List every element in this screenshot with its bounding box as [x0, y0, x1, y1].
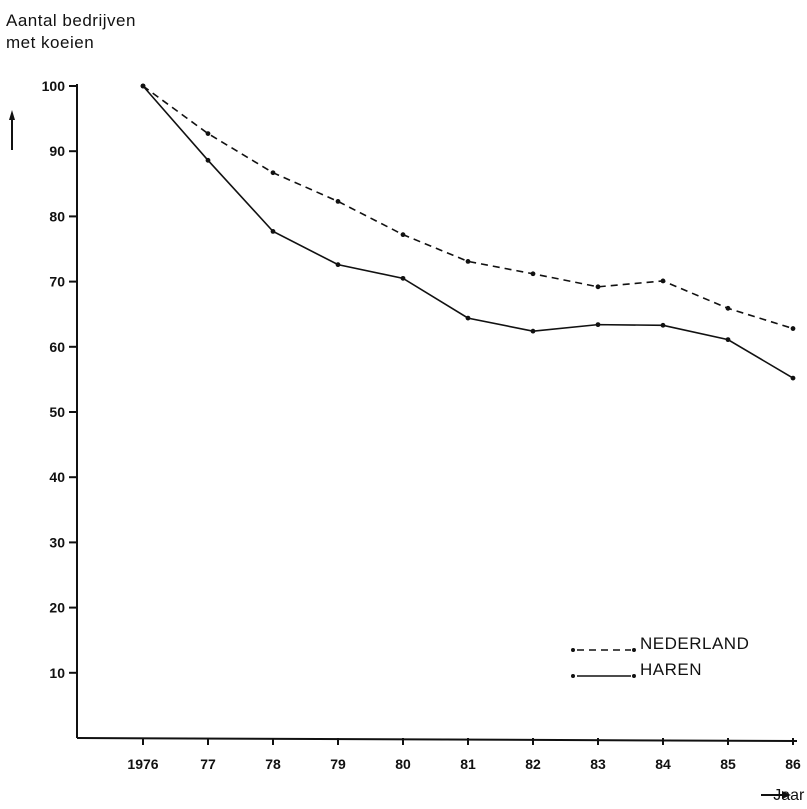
y-tick-label: 60 [49, 339, 65, 355]
legend-label-nederland: NEDERLAND [640, 634, 749, 653]
y-axis-label-line-0: Aantal bedrijven [6, 11, 136, 30]
legend: NEDERLAND HAREN [571, 634, 749, 679]
data-point-nederland [660, 278, 666, 284]
series-line-haren [142, 85, 794, 379]
x-tick-label: 77 [200, 756, 216, 772]
data-point-haren [335, 262, 341, 268]
data-point-nederland [205, 131, 211, 136]
data-point-haren [205, 157, 211, 163]
x-ticks: 1976 77 78 79 80 81 82 83 84 85 86 [127, 738, 801, 772]
data-point-haren [595, 322, 601, 328]
y-tick-label: 70 [49, 274, 65, 290]
legend-dot [632, 674, 636, 678]
data-point-haren [725, 337, 731, 343]
y-axis-label: Aantal bedrijven met koeien [6, 11, 136, 52]
x-tick-label: 78 [265, 756, 281, 772]
x-tick-label: 86 [785, 756, 801, 772]
x-tick-label: 85 [720, 756, 736, 772]
data-point-haren [790, 375, 796, 381]
data-point-nederland [465, 258, 471, 264]
series [140, 83, 796, 381]
y-tick-label: 80 [49, 208, 65, 224]
y-tick-label: 90 [49, 143, 65, 159]
legend-dot [571, 674, 575, 678]
y-ticks: 10 20 30 40 50 60 70 80 90 100 [42, 78, 77, 681]
legend-label-haren: HAREN [640, 660, 702, 679]
x-tick-label: 84 [655, 756, 671, 772]
x-tick-label: 83 [590, 756, 606, 772]
data-point-haren [270, 228, 276, 234]
data-point-nederland [270, 170, 276, 176]
data-point-nederland [790, 326, 796, 331]
y-tick-label: 50 [49, 404, 65, 420]
data-point-nederland [725, 305, 731, 311]
y-tick-label: 30 [49, 534, 65, 550]
y-tick-label: 40 [49, 469, 65, 485]
x-axis-label: Jaar [773, 787, 805, 804]
x-tick-label: 79 [330, 756, 346, 772]
data-point-haren [400, 275, 406, 281]
x-axis-line [76, 737, 798, 742]
data-point-haren [660, 322, 666, 328]
x-axis-label-group: Jaar [761, 787, 805, 804]
y-axis-label-line-1: met koeien [6, 33, 94, 52]
data-point-nederland [335, 199, 341, 204]
legend-dot [571, 648, 575, 652]
data-point-haren [140, 83, 146, 89]
x-arrow-head [782, 791, 791, 799]
data-point-nederland [530, 271, 536, 277]
x-tick-label: 81 [460, 756, 476, 772]
data-point-haren [530, 328, 536, 334]
y-arrow-head [9, 110, 15, 120]
data-point-nederland [595, 284, 601, 290]
series-line-nederland [142, 85, 794, 330]
legend-dot [632, 648, 636, 652]
y-tick-label: 10 [49, 665, 65, 681]
x-tick-label: 80 [395, 756, 411, 772]
data-point-haren [465, 315, 471, 321]
x-tick-label: 82 [525, 756, 541, 772]
y-axis-arrow [9, 110, 15, 150]
x-tick-label: 1976 [127, 756, 158, 772]
y-tick-label: 100 [42, 78, 66, 94]
data-point-nederland [400, 232, 406, 238]
y-tick-label: 20 [49, 600, 65, 616]
